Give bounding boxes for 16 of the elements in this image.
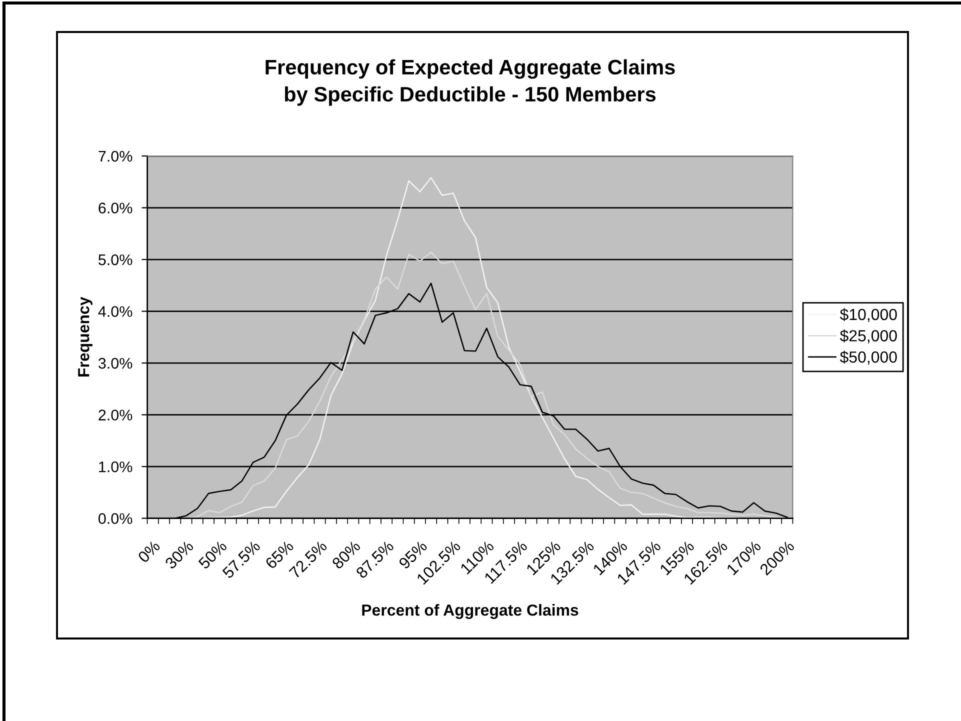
y-tick-label: 2.0% <box>98 410 132 420</box>
chart-title: Frequency of Expected Aggregate Claims by Specific Deductible - 150 Members <box>266 59 675 106</box>
y-tick-label: 4.0% <box>98 306 132 317</box>
y-tick-label: 6.0% <box>98 202 132 214</box>
x-axis-title: Percent of Aggregate Claims <box>362 604 578 619</box>
x-tick-label: 30% <box>164 540 194 570</box>
y-tick-label: 5.0% <box>98 254 132 266</box>
y-tick-label: 0.0% <box>98 513 132 524</box>
y-tick-label: 7.0% <box>98 150 132 162</box>
y-axis-title: Frequency <box>78 296 92 376</box>
y-tick-label: 3.0% <box>98 358 132 369</box>
x-tick-label: 0% <box>137 540 161 564</box>
legend-label: $50,000 <box>840 350 897 365</box>
y-tick-label: 1.0% <box>99 461 132 472</box>
legend-label: $10,000 <box>840 308 897 322</box>
legend-label: $25,000 <box>840 329 897 344</box>
